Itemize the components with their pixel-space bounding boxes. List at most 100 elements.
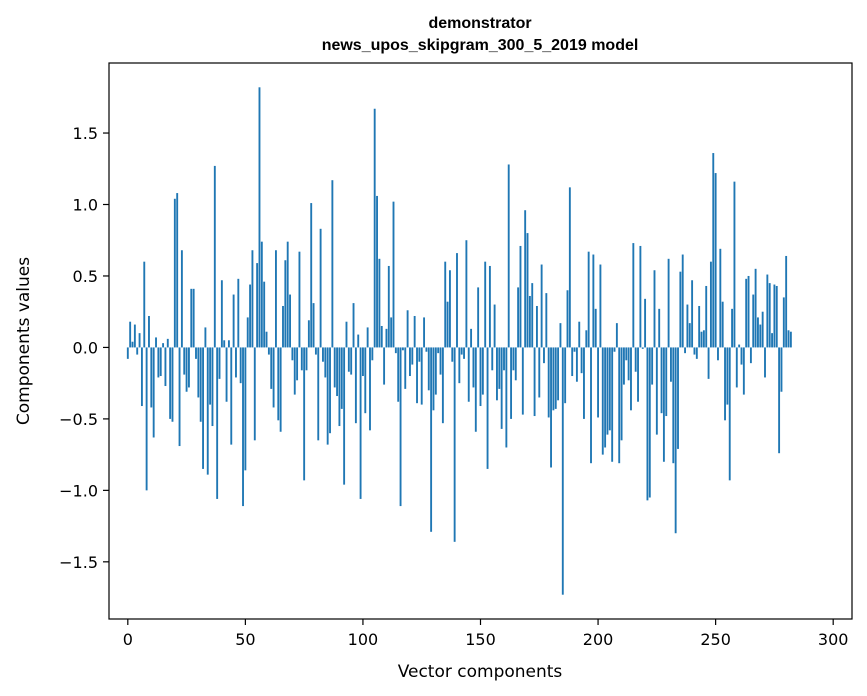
bar-153 [486, 347, 489, 469]
bar-178 [545, 293, 548, 348]
bar-219 [641, 347, 644, 349]
bar-120 [409, 347, 411, 377]
bar-110 [385, 328, 388, 348]
bar-7 [143, 261, 146, 348]
bar-99 [359, 347, 362, 499]
bar-275 [773, 284, 776, 348]
bar-243 [698, 305, 701, 348]
bar-170 [526, 233, 529, 348]
bar-173 [533, 347, 536, 417]
bar-140 [456, 253, 458, 348]
bar-256 [728, 347, 731, 481]
bar-214 [630, 347, 632, 411]
bar-128 [427, 347, 430, 391]
y-axis-label: Components values [14, 257, 34, 425]
bar-163 [510, 347, 513, 419]
bar-133 [439, 347, 442, 375]
bar-227 [660, 347, 663, 414]
bar-76 [305, 347, 308, 371]
bar-155 [491, 347, 494, 371]
bar-164 [512, 347, 515, 371]
bar-242 [695, 347, 698, 359]
bar-271 [764, 347, 766, 378]
bar-279 [782, 297, 785, 348]
bar-162 [507, 164, 510, 348]
bar-108 [380, 325, 383, 348]
bar-262 [742, 347, 745, 395]
bar-183 [557, 347, 560, 401]
bar-88 [333, 347, 336, 388]
bar-63 [275, 250, 277, 348]
bar-238 [686, 304, 689, 348]
bar-36 [211, 347, 214, 427]
bar-267 [754, 268, 757, 348]
bar-237 [684, 347, 686, 354]
x-tick-label-6: 300 [818, 630, 849, 649]
bar-169 [524, 210, 527, 348]
bar-27 [190, 288, 193, 348]
bar-225 [655, 347, 658, 435]
bar-197 [590, 347, 592, 464]
bar-269 [759, 324, 762, 348]
x-tick-label-2: 100 [348, 630, 379, 649]
bar-244 [700, 331, 703, 348]
bar-240 [691, 280, 694, 348]
bar-21 [176, 193, 179, 348]
bar-135 [444, 261, 447, 348]
bar-32 [202, 347, 204, 469]
bar-61 [270, 347, 273, 389]
bar-15 [162, 343, 165, 348]
bar-259 [735, 347, 738, 388]
bar-111 [387, 265, 390, 348]
bar-11 [152, 347, 155, 438]
bar-146 [470, 328, 473, 348]
bar-210 [620, 347, 623, 441]
bar-231 [670, 347, 672, 382]
bar-272 [766, 274, 769, 348]
bar-107 [378, 258, 381, 348]
bar-276 [775, 285, 778, 348]
bar-274 [771, 333, 773, 348]
bar-202 [601, 347, 604, 455]
bar-157 [496, 347, 498, 401]
bar-185 [561, 347, 564, 595]
bar-186 [564, 347, 567, 404]
bar-109 [383, 347, 386, 385]
bar-57 [260, 241, 263, 348]
bar-150 [479, 347, 482, 407]
bar-113 [392, 201, 395, 348]
bar-98 [357, 334, 360, 348]
bar-221 [646, 347, 649, 501]
bar-136 [446, 301, 449, 348]
bar-116 [399, 347, 402, 507]
bar-114 [394, 347, 397, 354]
bar-228 [662, 347, 665, 462]
bar-216 [634, 347, 637, 372]
bar-8 [145, 347, 148, 491]
bar-2 [131, 341, 134, 348]
bar-265 [749, 347, 752, 364]
bar-278 [780, 347, 783, 392]
y-tick-label-5: 1.0 [73, 196, 98, 215]
bar-58 [263, 281, 266, 348]
bar-13 [157, 347, 160, 378]
bar-206 [611, 347, 614, 462]
bar-177 [543, 347, 545, 364]
bar-264 [747, 275, 750, 348]
y-axis-ticks: −1.5 −1.0 −0.5 0.0 0.5 1.0 1.5 [59, 124, 109, 572]
bar-144 [465, 240, 468, 348]
bar-46 [235, 347, 237, 378]
bar-52 [249, 284, 252, 348]
bar-232 [672, 347, 675, 464]
bar-129 [430, 347, 433, 532]
bar-222 [648, 347, 651, 498]
bar-130 [432, 347, 435, 411]
bar-220 [644, 298, 647, 348]
bar-100 [362, 347, 364, 377]
bar-143 [463, 347, 465, 359]
bar-147 [472, 347, 475, 388]
bar-105 [373, 108, 376, 348]
bar-190 [573, 347, 576, 352]
bar-43 [227, 340, 230, 348]
bar-9 [148, 315, 150, 348]
